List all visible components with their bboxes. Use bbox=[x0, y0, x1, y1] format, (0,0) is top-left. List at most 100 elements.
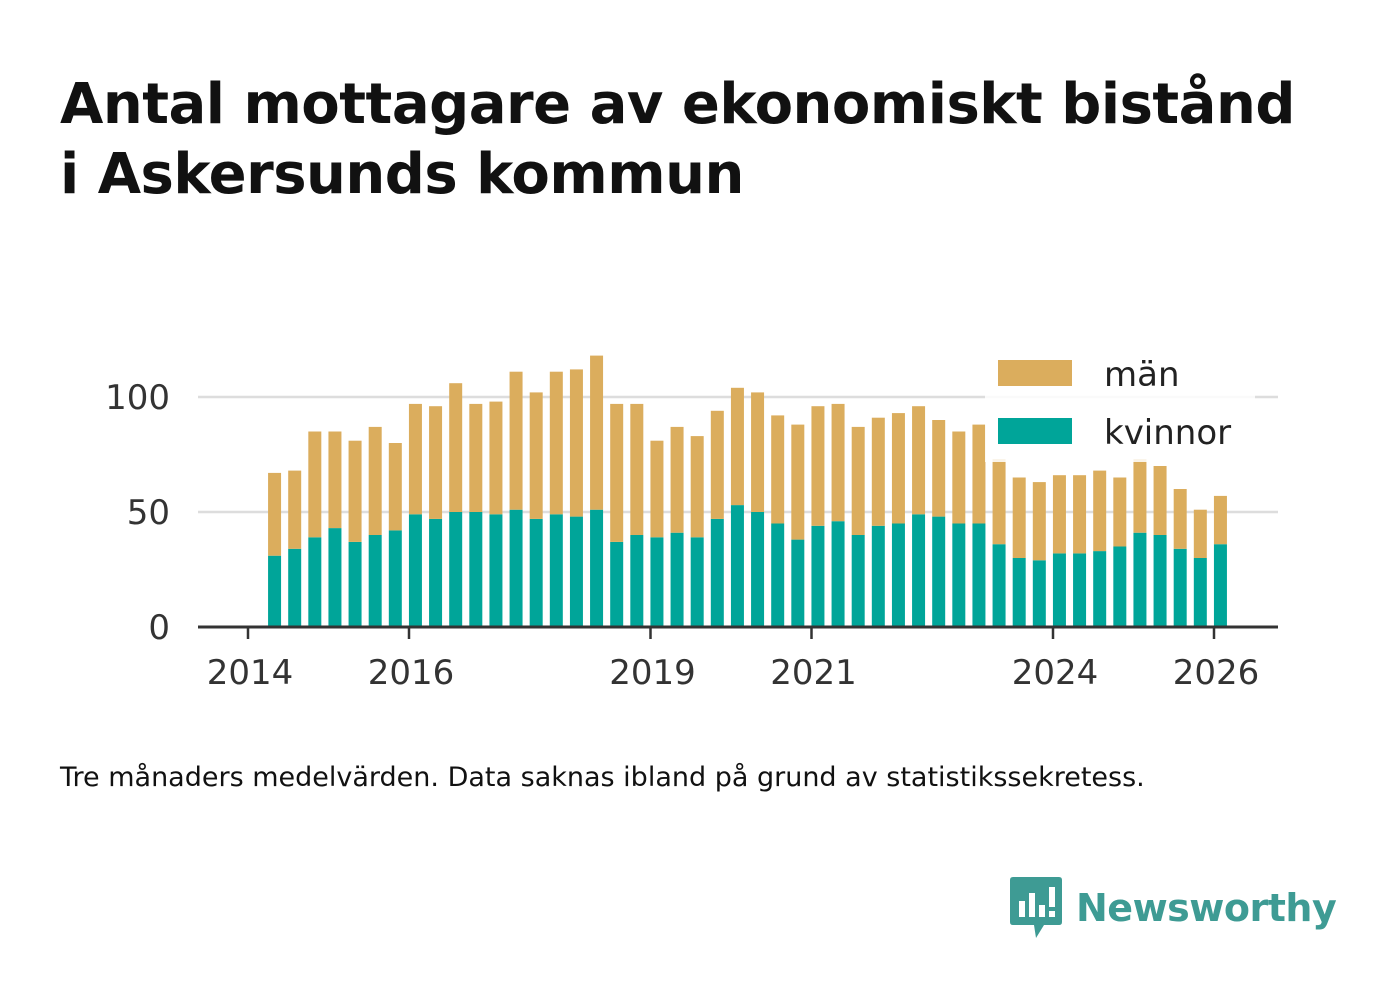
legend-label-kvinnor: kvinnor bbox=[1104, 413, 1231, 453]
bar-kvinnor bbox=[891, 523, 905, 627]
bar-man bbox=[912, 406, 926, 515]
bar-kvinnor bbox=[368, 535, 382, 627]
bar-man bbox=[650, 440, 664, 538]
brand-name: Newsworthy bbox=[1076, 886, 1337, 930]
bar-kvinnor bbox=[1213, 544, 1227, 627]
bar-kvinnor bbox=[1073, 553, 1087, 627]
bar-man bbox=[1173, 489, 1187, 549]
bar-man bbox=[429, 406, 443, 519]
bar-kvinnor bbox=[529, 518, 543, 627]
bar-kvinnor bbox=[549, 514, 563, 627]
bar-man bbox=[549, 371, 563, 515]
bar-man bbox=[952, 431, 966, 524]
bar-kvinnor bbox=[992, 544, 1006, 627]
bar-man bbox=[288, 470, 302, 549]
bar-kvinnor bbox=[569, 516, 583, 627]
bar-kvinnor bbox=[831, 521, 845, 627]
y-tick-label: 0 bbox=[148, 608, 170, 648]
chart-title-line-1: Antal mottagare av ekonomiskt bistånd bbox=[60, 72, 1295, 137]
bar-kvinnor bbox=[1052, 553, 1066, 627]
legend: män kvinnor bbox=[985, 342, 1255, 462]
bar-man bbox=[509, 371, 523, 510]
bar-man bbox=[831, 403, 845, 522]
bar-man bbox=[308, 431, 322, 538]
bar-man bbox=[851, 426, 865, 535]
bar-kvinnor bbox=[791, 539, 805, 627]
x-tick-label: 2024 bbox=[1012, 653, 1099, 693]
bar-man bbox=[972, 424, 986, 524]
bar-kvinnor bbox=[388, 530, 402, 627]
bar-man bbox=[590, 355, 604, 510]
bar-man bbox=[469, 403, 483, 512]
footnote: Tre månaders medelvärden. Data saknas ib… bbox=[60, 762, 1145, 793]
bar-kvinnor bbox=[912, 514, 926, 627]
bar-kvinnor bbox=[670, 532, 684, 627]
bar-man bbox=[489, 401, 503, 515]
bar-man bbox=[529, 392, 543, 519]
bar-kvinnor bbox=[952, 523, 966, 627]
legend-swatch-kvinnor bbox=[998, 418, 1072, 444]
bar-kvinnor bbox=[268, 555, 282, 627]
x-tick-label: 2016 bbox=[368, 653, 455, 693]
bar-man bbox=[670, 426, 684, 533]
bar-man bbox=[1193, 509, 1207, 558]
bar-kvinnor bbox=[1113, 546, 1127, 627]
bar-kvinnor bbox=[1133, 532, 1147, 627]
x-tick-label: 2019 bbox=[609, 653, 696, 693]
x-tick-label: 2026 bbox=[1173, 653, 1260, 693]
bar-kvinnor bbox=[650, 537, 664, 627]
bar-kvinnor bbox=[932, 516, 946, 627]
bar-kvinnor bbox=[348, 541, 362, 627]
bar-man bbox=[569, 369, 583, 517]
bar-man bbox=[771, 415, 785, 524]
x-tick-label: 2014 bbox=[207, 653, 294, 693]
bar-kvinnor bbox=[972, 523, 986, 627]
newsworthy-logo-icon bbox=[1010, 877, 1062, 938]
bar-man bbox=[1133, 459, 1147, 533]
bars bbox=[268, 355, 1227, 627]
bar-man bbox=[268, 472, 282, 556]
bar-man bbox=[1093, 470, 1107, 552]
bar-man bbox=[610, 403, 624, 542]
bar-man bbox=[630, 403, 644, 535]
bar-kvinnor bbox=[288, 548, 302, 627]
bar-man bbox=[1052, 475, 1066, 554]
bar-kvinnor bbox=[489, 514, 503, 627]
bar-kvinnor bbox=[751, 512, 765, 627]
bar-kvinnor bbox=[308, 537, 322, 627]
bar-man bbox=[1012, 477, 1026, 558]
bar-man bbox=[891, 413, 905, 524]
bar-kvinnor bbox=[1093, 551, 1107, 627]
bar-man bbox=[449, 383, 463, 512]
bar-man bbox=[932, 420, 946, 517]
bar-man bbox=[751, 392, 765, 512]
bar-kvinnor bbox=[771, 523, 785, 627]
bar-kvinnor bbox=[509, 509, 523, 627]
bar-man bbox=[1153, 466, 1167, 535]
bar-man bbox=[730, 387, 744, 506]
bar-kvinnor bbox=[690, 537, 704, 627]
bar-kvinnor bbox=[730, 505, 744, 627]
chart-title-line-2: i Askersunds kommun bbox=[60, 142, 744, 207]
y-tick-label: 50 bbox=[127, 493, 170, 533]
x-tick-label: 2021 bbox=[770, 653, 857, 693]
bar-kvinnor bbox=[811, 525, 825, 627]
bar-man bbox=[811, 406, 825, 526]
bar-man bbox=[871, 417, 885, 526]
bar-kvinnor bbox=[610, 541, 624, 627]
bar-man bbox=[348, 440, 362, 542]
bar-man bbox=[791, 424, 805, 540]
bar-kvinnor bbox=[1153, 535, 1167, 627]
bar-kvinnor bbox=[449, 512, 463, 627]
legend-swatch-man bbox=[998, 360, 1072, 386]
bar-kvinnor bbox=[429, 518, 443, 627]
bar-kvinnor bbox=[1032, 560, 1046, 627]
bar-man bbox=[408, 403, 422, 515]
bar-kvinnor bbox=[408, 514, 422, 627]
bar-man bbox=[388, 443, 402, 531]
brand-logo: Newsworthy bbox=[1010, 876, 1337, 940]
bar-kvinnor bbox=[630, 535, 644, 627]
bar-man bbox=[992, 459, 1006, 545]
bar-kvinnor bbox=[1173, 548, 1187, 627]
